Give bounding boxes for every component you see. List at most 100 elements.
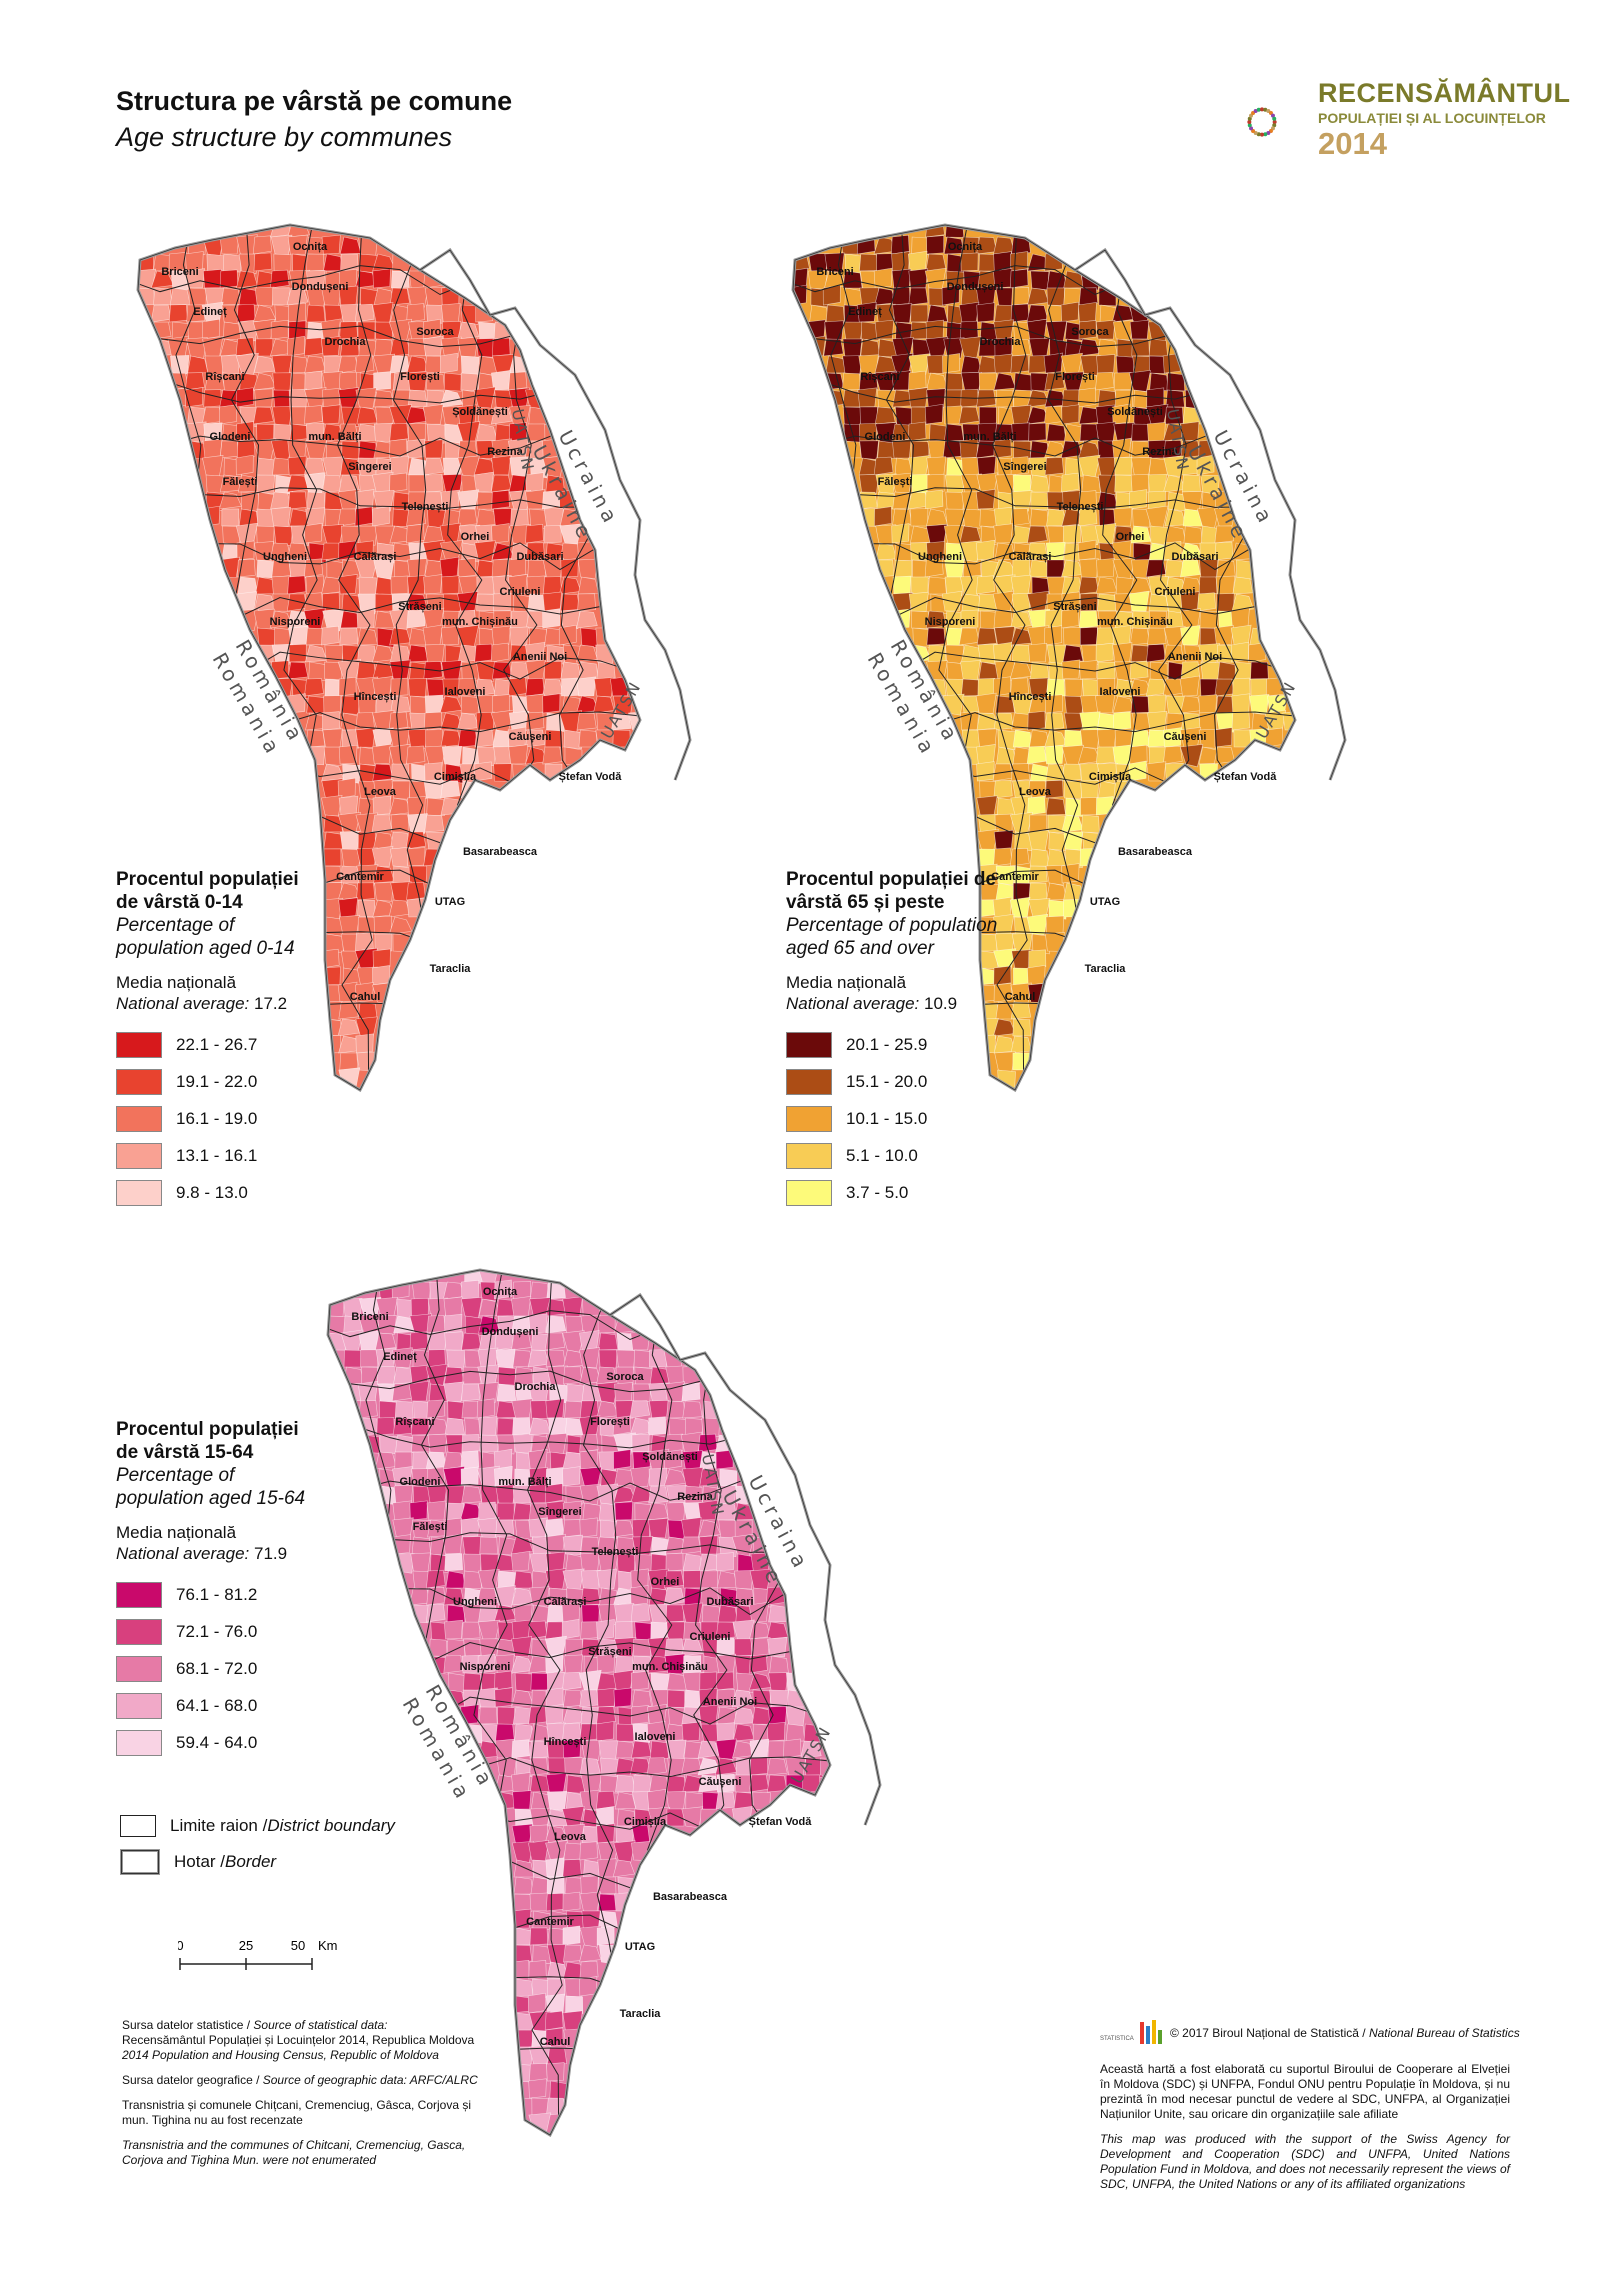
district-label: Florești <box>400 371 440 383</box>
district-label: Dubăsari <box>706 1596 753 1608</box>
legend-swatch <box>116 1618 162 1645</box>
national-average-label-ro: Media națională <box>116 973 237 992</box>
district-label: Ocnița <box>948 241 983 253</box>
source-notes: Sursa datelor statistice / Source of sta… <box>122 2018 478 2167</box>
legend-title-en: Percentage of <box>116 1465 235 1486</box>
legend-swatch <box>116 1581 162 1608</box>
district-label: UTAG <box>625 1941 655 1953</box>
district-label: Fălești <box>223 476 258 488</box>
scale-tick-25: 25 <box>239 1938 253 1953</box>
district-label: Nisporeni <box>925 616 976 628</box>
legend-swatch <box>116 1142 162 1169</box>
district-label: Strășeni <box>588 1646 631 1658</box>
legend-title-ro: Procentul populației <box>116 1419 299 1440</box>
district-label: Telenești <box>402 501 449 513</box>
legend-title-en-line2: population aged 15-64 <box>116 1488 306 1509</box>
legend-title-ro: Procentul populației <box>116 869 299 890</box>
legend-swatch <box>786 1105 832 1132</box>
district-label: Ungheni <box>918 551 962 563</box>
district-label: Sîngerei <box>348 461 391 473</box>
district-label: Edineț <box>193 306 227 318</box>
legend-swatch <box>786 1068 832 1095</box>
legend-class-label: 3.7 - 5.0 <box>846 1182 909 1202</box>
district-label: Dondușeni <box>482 1326 539 1338</box>
district-label: Orhei <box>461 531 490 543</box>
legend-class-item: 76.1 - 81.2 <box>116 1576 416 1613</box>
legend-class-label: 13.1 - 16.1 <box>176 1145 258 1165</box>
legend-class-label: 72.1 - 76.0 <box>176 1621 258 1641</box>
legend-class-item: 10.1 - 15.0 <box>786 1100 1086 1137</box>
district-label: mun. Chișinău <box>632 1661 708 1673</box>
national-average-label-ro: Media națională <box>786 973 907 992</box>
district-label: Călărași <box>544 1596 587 1608</box>
disclaimer-ro: Această hartă a fost elaborată cu suport… <box>1100 2062 1510 2121</box>
legend-class-item: 5.1 - 10.0 <box>786 1137 1086 1174</box>
district-label: Rezina <box>677 1491 713 1503</box>
district-label: Leova <box>554 1831 587 1843</box>
legend-swatch <box>786 1031 832 1058</box>
logo-year: 2014 <box>1318 126 1387 161</box>
legend-class-label: 15.1 - 20.0 <box>846 1071 928 1091</box>
district-label: Anenii Noi <box>703 1696 757 1708</box>
district-label: Șoldănești <box>452 406 508 418</box>
district-label: Nisporeni <box>460 1661 511 1673</box>
boundary-legend: Limite raion / District boundary Hotar /… <box>120 1808 395 1880</box>
district-label: Leova <box>364 786 397 798</box>
national-average: National average: 17.2 <box>116 994 288 1013</box>
national-average-label-ro: Media națională <box>116 1523 237 1542</box>
district-label: Briceni <box>351 1311 388 1323</box>
logo-text-sub: POPULAȚIEI ȘI AL LOCUINȚELOR <box>1318 110 1546 126</box>
district-label: Ștefan Vodă <box>1214 771 1278 783</box>
scale-tick-50: 50 <box>291 1938 305 1953</box>
district-label: Drochia <box>515 1381 557 1393</box>
district-label: Hîncești <box>354 691 397 703</box>
district-label: Cimișlia <box>1089 771 1132 783</box>
national-average: National average: 10.9 <box>786 994 958 1013</box>
district-label: mun. Bălți <box>308 431 361 443</box>
district-label: mun. Bălți <box>498 1476 551 1488</box>
nbs-logo: STATISTICA <box>1100 2020 1162 2044</box>
district-label: Rezina <box>487 446 523 458</box>
district-label: mun. Chișinău <box>1097 616 1173 628</box>
district-label: Ungheni <box>263 551 307 563</box>
commune-cells <box>793 225 1295 1090</box>
legend-class-label: 10.1 - 15.0 <box>846 1108 928 1128</box>
legend-class-item: 3.7 - 5.0 <box>786 1174 1086 1211</box>
map-age-65-plus: Ocnița Briceni Dondușeni Edineț Drochia Soroc… <box>791 223 1347 1093</box>
district-label: Drochia <box>325 336 367 348</box>
district-label: Dubăsari <box>516 551 563 563</box>
district-label: Ialoveni <box>635 1731 676 1743</box>
legend-class-item: 72.1 - 76.0 <box>116 1613 416 1650</box>
district-label: Dondușeni <box>292 281 349 293</box>
district-label: Căușeni <box>699 1776 742 1788</box>
legend-title-en: Percentage of population <box>786 915 998 936</box>
district-label: Anenii Noi <box>513 651 567 663</box>
legend-age-15-64: Procentul populației de vârstă 15-64 Per… <box>116 1418 416 1761</box>
legend-swatch <box>116 1729 162 1756</box>
district-label: Sîngerei <box>1003 461 1046 473</box>
legend-class-label: 68.1 - 72.0 <box>176 1658 258 1678</box>
scale-tick-0: 0 <box>178 1938 184 1953</box>
legend-title-en-line2: aged 65 and over <box>786 938 934 959</box>
legend-class-label: 9.8 - 13.0 <box>176 1182 248 1202</box>
district-label: Dubăsari <box>1171 551 1218 563</box>
legend-class-item: 68.1 - 72.0 <box>116 1650 416 1687</box>
district-label: Criuleni <box>690 1631 731 1643</box>
legend-class-item: 16.1 - 19.0 <box>116 1100 416 1137</box>
district-label: Telenești <box>592 1546 639 1558</box>
district-label: Rîșcani <box>205 371 244 383</box>
district-label: Ungheni <box>453 1596 497 1608</box>
district-label: Ocnița <box>293 241 328 253</box>
national-average: National average: 71.9 <box>116 1544 288 1563</box>
district-label: Cantemir <box>991 871 1039 883</box>
logo-text-main: RECENSĂMÂNTUL <box>1318 78 1571 108</box>
district-label: Nisporeni <box>270 616 321 628</box>
district-label: Călărași <box>1009 551 1052 563</box>
legend-age-65-plus: Procentul populației de vârstă 65 și pes… <box>786 868 1086 1211</box>
district-label: Soroca <box>606 1371 644 1383</box>
legend-class-item: 22.1 - 26.7 <box>116 1026 416 1063</box>
legend-swatch <box>116 1655 162 1682</box>
legend-title-en-line2: population aged 0-14 <box>116 938 295 959</box>
district-label: Briceni <box>161 266 198 278</box>
district-label: Călărași <box>354 551 397 563</box>
